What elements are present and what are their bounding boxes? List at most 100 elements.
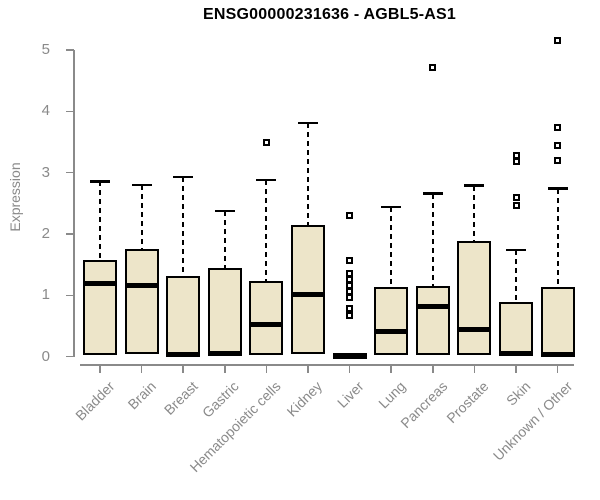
y-tick-label: 1 bbox=[41, 286, 50, 304]
upper-whisker-cap-unknown-other bbox=[547, 187, 568, 190]
box-hematopoietic-cells bbox=[249, 281, 284, 355]
upper-whisker-skin bbox=[515, 250, 517, 303]
upper-whisker-gastric bbox=[223, 210, 226, 269]
upper-whisker-kidney bbox=[307, 123, 309, 225]
x-tick-label: Brain bbox=[124, 378, 159, 413]
outlier-skin bbox=[512, 202, 520, 210]
x-tick-label: Kidney bbox=[283, 378, 326, 420]
outlier-pancreas bbox=[429, 63, 437, 71]
y-tick-label: 5 bbox=[41, 41, 50, 59]
upper-whisker-hematopoietic-cells bbox=[265, 180, 268, 282]
box-prostate bbox=[457, 240, 492, 356]
upper-whisker-bladder bbox=[99, 181, 101, 261]
y-tick-label: 3 bbox=[41, 163, 50, 181]
x-tick-label: Bladder bbox=[71, 378, 118, 424]
upper-whisker-brain bbox=[140, 185, 143, 249]
median-skin bbox=[499, 351, 533, 357]
outlier-liver bbox=[346, 305, 354, 313]
outlier-liver bbox=[346, 293, 354, 301]
x-tick-label: Liver bbox=[334, 378, 367, 411]
x-axis-tick bbox=[182, 364, 184, 373]
outlier-liver bbox=[346, 269, 354, 277]
box-bladder bbox=[83, 260, 117, 356]
upper-whisker-cap-bladder bbox=[90, 180, 110, 183]
y-tick-label: 0 bbox=[41, 347, 50, 365]
upper-whisker-cap-hematopoietic-cells bbox=[256, 178, 277, 182]
box-lung bbox=[374, 287, 409, 356]
x-tick-label: Lung bbox=[375, 378, 409, 412]
y-axis-tick bbox=[66, 49, 74, 51]
x-axis-tick bbox=[224, 364, 226, 373]
median-breast bbox=[166, 351, 201, 357]
y-axis-line bbox=[73, 50, 75, 357]
outlier-liver bbox=[346, 282, 354, 290]
upper-whisker-cap-gastric bbox=[214, 209, 235, 212]
x-axis-line bbox=[80, 364, 574, 366]
median-pancreas bbox=[415, 303, 450, 309]
y-axis-tick bbox=[66, 110, 74, 113]
y-tick-label: 4 bbox=[41, 102, 50, 120]
upper-whisker-cap-pancreas bbox=[422, 192, 443, 195]
x-axis-tick bbox=[515, 364, 517, 373]
upper-whisker-prostate bbox=[473, 185, 476, 241]
y-axis-tick bbox=[66, 171, 74, 174]
x-axis-tick bbox=[390, 364, 392, 373]
x-axis-tick bbox=[348, 364, 351, 373]
outlier-hematopoietic-cells bbox=[262, 138, 270, 146]
x-tick-label: Prostate bbox=[443, 378, 492, 427]
upper-whisker-cap-brain bbox=[131, 183, 152, 187]
median-liver bbox=[332, 352, 367, 358]
x-tick-label: Skin bbox=[502, 378, 534, 409]
median-lung bbox=[374, 329, 409, 335]
upper-whisker-cap-skin bbox=[506, 248, 526, 252]
upper-whisker-pancreas bbox=[431, 193, 434, 287]
y-tick-label: 2 bbox=[41, 225, 50, 243]
box-pancreas bbox=[415, 286, 450, 356]
outlier-liver bbox=[346, 256, 354, 264]
outlier-liver bbox=[346, 275, 354, 283]
upper-whisker-lung bbox=[390, 207, 393, 288]
y-axis-tick bbox=[66, 233, 74, 235]
x-axis-tick bbox=[473, 364, 476, 373]
median-unknown-other bbox=[540, 351, 575, 357]
outlier-unknown-other bbox=[554, 124, 562, 132]
upper-whisker-cap-breast bbox=[173, 175, 194, 179]
x-axis-tick bbox=[140, 364, 143, 373]
outlier-unknown-other bbox=[554, 37, 562, 45]
x-axis-tick bbox=[99, 364, 101, 373]
median-kidney bbox=[291, 292, 325, 298]
upper-whisker-unknown-other bbox=[556, 188, 559, 287]
outlier-skin bbox=[512, 193, 520, 201]
median-brain bbox=[124, 283, 159, 289]
median-gastric bbox=[207, 351, 242, 357]
outlier-unknown-other bbox=[554, 156, 562, 164]
upper-whisker-cap-prostate bbox=[464, 184, 485, 187]
y-axis-tick bbox=[66, 355, 74, 358]
box-brain bbox=[124, 248, 159, 355]
x-axis-tick bbox=[265, 364, 268, 373]
outlier-liver bbox=[346, 311, 354, 319]
box-skin bbox=[499, 302, 533, 356]
outlier-skin bbox=[512, 158, 520, 166]
chart-title: ENSG00000231636 - AGBL5-AS1 bbox=[203, 6, 456, 23]
box-gastric bbox=[207, 268, 242, 356]
box-kidney bbox=[291, 224, 325, 354]
outlier-skin bbox=[512, 152, 520, 160]
x-axis-tick bbox=[556, 364, 559, 373]
y-axis-tick bbox=[66, 294, 74, 297]
outlier-liver bbox=[346, 212, 354, 220]
outlier-unknown-other bbox=[554, 141, 562, 149]
x-tick-label: Breast bbox=[160, 378, 201, 418]
upper-whisker-cap-kidney bbox=[298, 121, 318, 125]
x-axis-tick bbox=[432, 364, 434, 373]
box-breast bbox=[166, 276, 201, 356]
median-bladder bbox=[83, 280, 117, 286]
upper-whisker-breast bbox=[182, 177, 185, 277]
median-prostate bbox=[457, 327, 492, 333]
median-hematopoietic-cells bbox=[249, 321, 284, 327]
x-axis-tick bbox=[307, 364, 309, 373]
upper-whisker-cap-lung bbox=[381, 205, 402, 209]
box-unknown-other bbox=[540, 286, 575, 356]
